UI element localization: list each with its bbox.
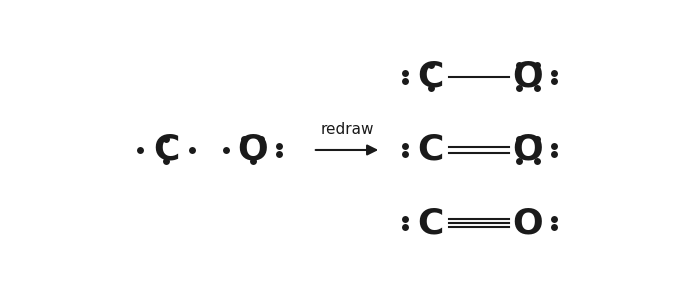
Text: redraw: redraw <box>320 122 374 137</box>
Text: O: O <box>512 206 544 240</box>
Text: O: O <box>237 133 268 167</box>
Text: C: C <box>418 60 444 94</box>
Text: C: C <box>153 133 179 167</box>
Text: C: C <box>418 133 444 167</box>
Text: O: O <box>512 133 544 167</box>
Text: O: O <box>512 60 544 94</box>
Text: C: C <box>418 206 444 240</box>
